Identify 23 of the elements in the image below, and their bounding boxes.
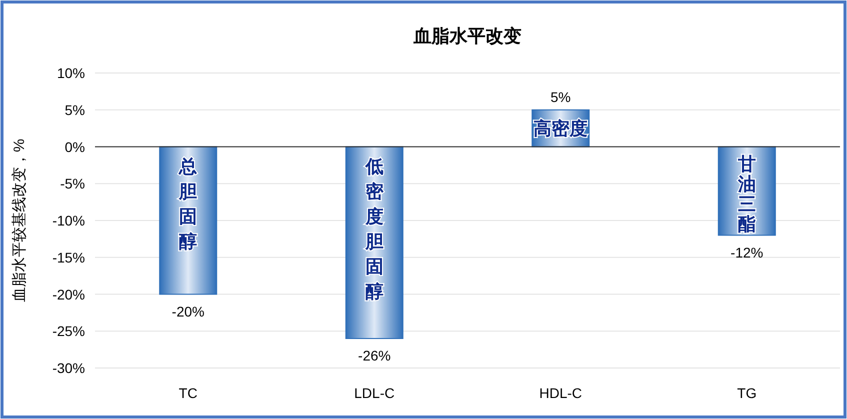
y-axis-title: 血脂水平较基线改变，% — [11, 138, 28, 302]
y-tick-label: 5% — [64, 102, 85, 118]
x-tick-label: TG — [737, 385, 757, 401]
y-tick-label: -25% — [52, 323, 85, 340]
y-tick-label: -10% — [52, 212, 85, 228]
x-tick-label: LDL-C — [354, 385, 395, 401]
annotation: 总胆固醇 — [178, 156, 198, 252]
data-label: 5% — [550, 88, 571, 105]
annotation: 高密度 — [534, 118, 588, 139]
chart-title: 血脂水平改变 — [412, 26, 522, 46]
data-label: -26% — [358, 348, 391, 364]
annotation: 低密度胆固醇 — [364, 156, 384, 302]
y-tick-label: 10% — [56, 65, 85, 81]
y-tick-label: -20% — [52, 286, 85, 302]
y-tick-label: -30% — [52, 360, 85, 376]
y-tick-label: -5% — [60, 176, 85, 192]
annotation: 甘油三酯 — [736, 154, 756, 234]
data-label: -20% — [172, 303, 204, 320]
x-tick-label: HDL-C — [539, 385, 582, 401]
data-label: -12% — [730, 244, 764, 260]
x-tick-label: TC — [178, 385, 198, 401]
y-tick-label: -15% — [52, 249, 85, 266]
y-tick-label: 0% — [64, 138, 85, 155]
